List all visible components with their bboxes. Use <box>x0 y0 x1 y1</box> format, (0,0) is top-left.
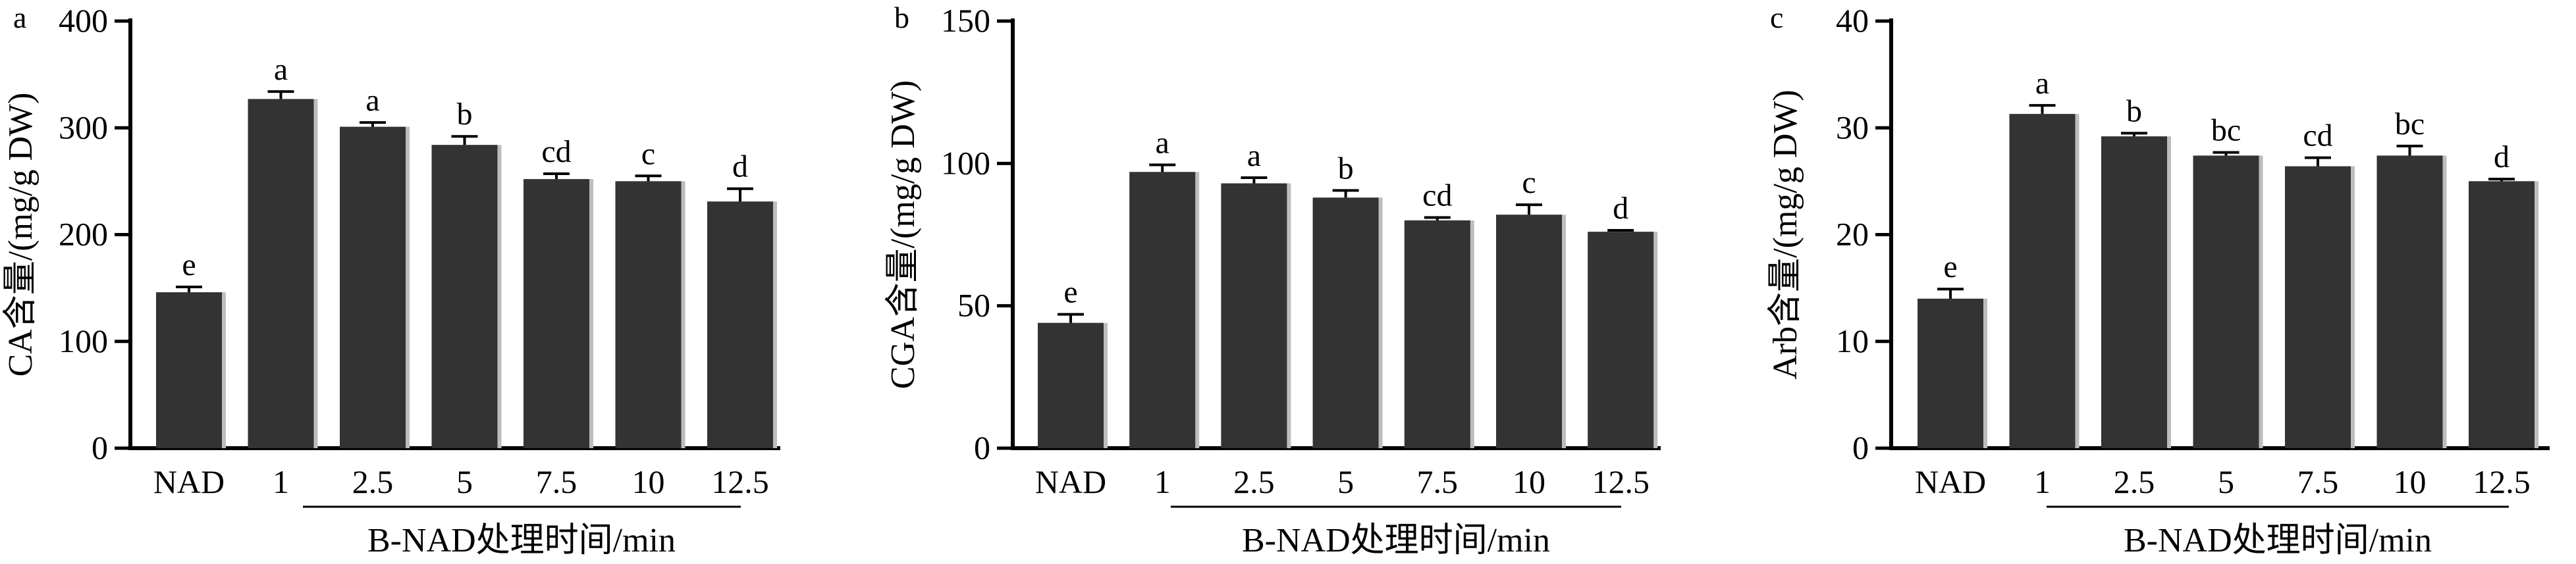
significance-label: b <box>2126 93 2142 128</box>
chart-panel-c: c 0 10 20 30 40 e NAD a 1 b 2.5 bc 5 cd 7.5 bc 10 d 12.5 Arb… <box>1767 1 2550 559</box>
significance-label: e <box>182 247 196 282</box>
y-tick-label: 400 <box>59 2 108 39</box>
x-tick-label: 1 <box>1154 463 1171 500</box>
panel-label: b <box>894 1 909 34</box>
bar <box>156 292 222 448</box>
x-axis-title: B-NAD处理时间/min <box>1242 522 1550 559</box>
x-tick-label: 2.5 <box>1233 463 1275 500</box>
significance-label: a <box>1247 138 1261 173</box>
significance-label: bc <box>2211 113 2241 148</box>
significance-label: a <box>1156 125 1169 160</box>
bar <box>2101 136 2167 449</box>
panel-label: a <box>13 1 26 34</box>
panel-label: c <box>1770 1 1783 34</box>
y-tick-label: 0 <box>92 429 108 466</box>
x-tick-label: 7.5 <box>536 463 577 500</box>
y-tick-label: 30 <box>1836 109 1869 145</box>
y-tick-label: 10 <box>1836 322 1869 359</box>
significance-label: bc <box>2395 107 2425 141</box>
x-tick-label: 10 <box>632 463 665 500</box>
x-tick-label: NAD <box>1915 463 1986 500</box>
significance-label: b <box>1338 151 1354 186</box>
chart-panel-a: a 0 100 200 300 400 e NAD a 1 a 2.5 b 5 cd 7.5 c 10 d 12.5 C… <box>2 1 780 559</box>
x-tick-label: 2.5 <box>2114 463 2155 500</box>
y-axis-title: Arb含量/(mg/g DW) <box>1767 90 1804 379</box>
significance-label: e <box>1943 249 1957 284</box>
x-tick-label: 10 <box>2394 463 2427 500</box>
y-tick-label: 40 <box>1836 2 1869 39</box>
y-tick-label: 200 <box>59 216 108 253</box>
x-tick-label: NAD <box>153 463 225 500</box>
significance-label: a <box>365 83 379 118</box>
significance-label: b <box>457 97 473 132</box>
x-tick-label: 5 <box>456 463 473 500</box>
x-axis-title: B-NAD处理时间/min <box>367 522 676 559</box>
significance-label: d <box>732 149 748 184</box>
significance-label: e <box>1063 275 1077 310</box>
y-tick-label: 0 <box>974 429 990 466</box>
x-tick-label: 2.5 <box>352 463 394 500</box>
bar <box>2376 155 2443 448</box>
y-axis-title: CGA含量/(mg/g DW) <box>884 80 922 389</box>
y-tick-label: 20 <box>1836 216 1869 253</box>
significance-label: a <box>274 52 288 87</box>
bar <box>1221 183 1287 448</box>
y-tick-label: 300 <box>59 109 108 145</box>
y-tick-label: 150 <box>941 2 990 39</box>
bar <box>340 126 406 448</box>
x-tick-label: 12.5 <box>1592 463 1650 500</box>
bar <box>523 179 589 448</box>
significance-label: cd <box>1422 178 1452 213</box>
x-tick-label: 5 <box>1337 463 1354 500</box>
bar <box>1312 197 1379 448</box>
x-tick-label: NAD <box>1035 463 1106 500</box>
y-tick-label: 100 <box>59 322 108 359</box>
bar <box>2285 166 2351 448</box>
x-axis-title: B-NAD处理时间/min <box>2124 522 2432 559</box>
bar <box>248 99 314 448</box>
y-tick-label: 50 <box>957 287 990 324</box>
y-tick-label: 100 <box>941 144 990 181</box>
significance-label: d <box>2494 140 2509 174</box>
bar <box>1496 215 1562 448</box>
bar <box>707 201 773 448</box>
bar <box>1404 220 1470 448</box>
bar <box>1129 172 1196 448</box>
bar <box>2009 114 2076 448</box>
x-tick-label: 1 <box>273 463 289 500</box>
bar <box>2193 155 2259 448</box>
x-tick-label: 7.5 <box>2297 463 2339 500</box>
significance-label: a <box>2035 66 2049 101</box>
x-tick-label: 7.5 <box>1417 463 1459 500</box>
bar <box>2469 181 2535 448</box>
significance-label: cd <box>541 134 571 169</box>
x-tick-label: 1 <box>2034 463 2051 500</box>
bar <box>431 145 498 448</box>
bar <box>615 181 682 448</box>
significance-label: c <box>1522 165 1536 200</box>
y-axis-title: CA含量/(mg/g DW) <box>2 93 40 377</box>
significance-label: cd <box>2303 118 2332 153</box>
x-tick-label: 10 <box>1513 463 1545 500</box>
chart-panel-b: b 0 50 100 150 e NAD a 1 a 2.5 b 5 cd 7.5 c 10 d 12.5 CGA含量… <box>884 1 1661 559</box>
bar <box>1038 322 1104 448</box>
significance-label: c <box>641 136 655 171</box>
significance-label: d <box>1613 191 1628 226</box>
bar <box>1588 232 1654 448</box>
x-tick-label: 5 <box>2218 463 2234 500</box>
y-tick-label: 0 <box>1852 429 1869 466</box>
x-tick-label: 12.5 <box>711 463 769 500</box>
bar <box>1918 298 1983 448</box>
x-tick-label: 12.5 <box>2473 463 2531 500</box>
